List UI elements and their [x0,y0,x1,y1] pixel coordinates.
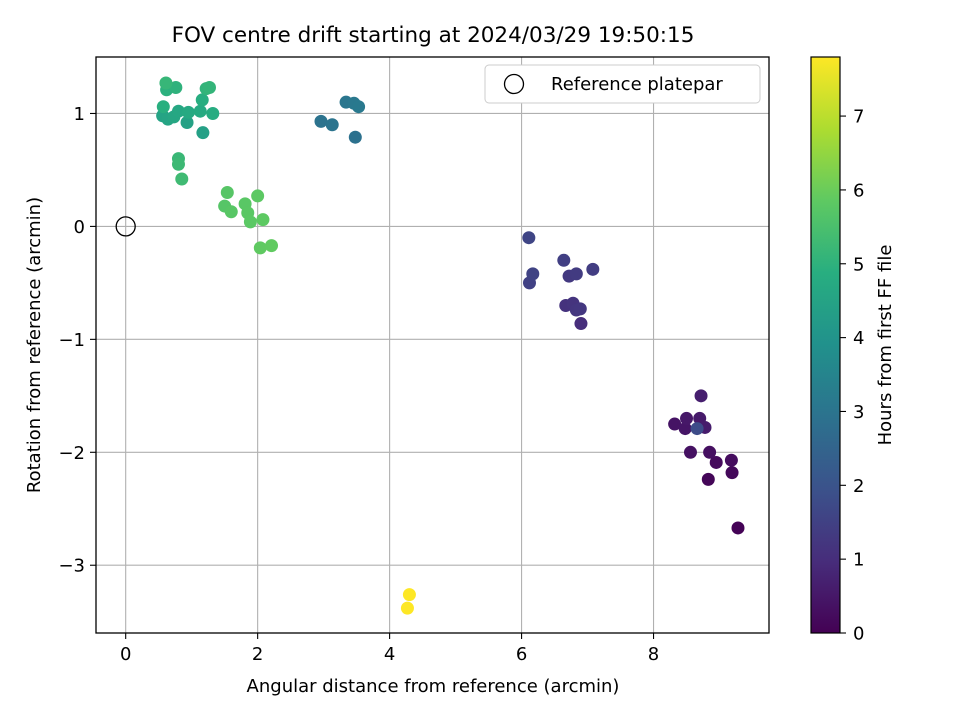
grid-lines [96,57,769,633]
data-point [694,389,708,403]
colorbar-tick-label: 4 [853,328,864,349]
y-axis-ticks: 1 0 −1 −2 −3 [58,104,96,577]
colorbar: 0 1 2 3 4 5 6 7 Hours from first FF file [810,56,896,645]
x-tick-label: 0 [120,644,131,665]
data-point [253,241,267,255]
reference-platepar-marker [115,216,136,237]
x-axis-ticks: 0 2 4 6 8 [120,633,659,665]
y-axis-label: Rotation from reference (arcmin) [24,197,45,493]
data-point [195,93,209,107]
data-point [522,231,536,245]
data-point [181,105,195,119]
x-tick-label: 6 [516,644,527,665]
y-tick-label: 1 [74,104,85,125]
data-point [256,213,270,227]
colorbar-tick-label: 3 [853,402,864,423]
data-point [402,588,416,602]
data-point [731,521,745,535]
data-point [352,100,366,114]
data-point [224,205,238,219]
y-tick-label: −1 [58,330,85,351]
data-point [724,453,738,467]
colorbar-gradient [810,56,841,634]
data-point [573,302,587,316]
data-point [180,116,194,130]
data-point [193,104,207,118]
y-tick-label: −2 [58,443,85,464]
data-point [690,422,704,436]
y-tick-label: −3 [58,556,85,577]
data-point [220,186,234,200]
x-axis-label: Angular distance from reference (arcmin) [247,676,620,697]
plot-frame [95,56,770,634]
data-point [680,411,694,425]
data-point [348,130,362,144]
data-point [668,417,682,431]
legend-label: Reference platepar [551,74,723,95]
colorbar-tick-label: 0 [853,624,864,645]
data-point [175,172,189,186]
data-point [574,317,588,331]
data-point [703,445,717,459]
data-point [169,80,183,94]
data-points [156,76,745,615]
y-tick-label: 0 [74,217,85,238]
legend: Reference platepar [484,64,761,104]
data-point [243,215,257,229]
data-point [526,267,540,281]
data-point [171,157,185,171]
chart-title: FOV centre drift starting at 2024/03/29 … [172,23,695,48]
data-point [678,422,692,436]
reference-marker [115,216,136,237]
data-point [709,455,723,469]
data-point [314,114,328,128]
data-point [586,262,600,276]
data-point [557,253,571,267]
data-point [202,80,216,94]
colorbar-label: Hours from first FF file [875,245,896,446]
data-point [156,100,170,114]
data-point [701,472,715,486]
data-point [569,267,583,281]
x-tick-label: 8 [648,644,659,665]
data-point [206,106,220,120]
data-point [325,118,339,132]
colorbar-tick-label: 6 [853,180,864,201]
data-point [251,189,265,203]
x-tick-label: 4 [384,644,395,665]
colorbar-tick-label: 5 [853,254,864,275]
colorbar-ticks: 0 1 2 3 4 5 6 7 [840,107,864,645]
colorbar-tick-label: 1 [853,550,864,571]
x-tick-label: 2 [252,644,263,665]
data-point [725,466,739,480]
data-point [400,601,414,615]
data-point [683,445,697,459]
legend-marker-circle [503,73,525,95]
data-point [265,239,279,253]
colorbar-tick-label: 2 [853,476,864,497]
legend-box [484,64,761,104]
colorbar-tick-label: 7 [853,107,864,128]
data-point [196,126,210,140]
data-point [159,76,173,90]
data-point [171,104,185,118]
